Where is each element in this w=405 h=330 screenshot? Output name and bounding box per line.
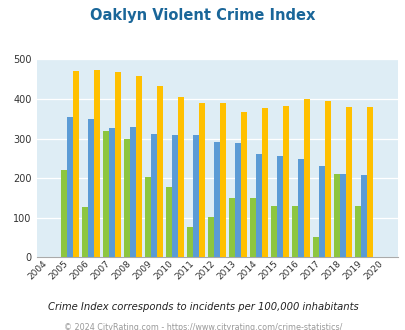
Bar xyxy=(277,156,282,257)
Bar xyxy=(198,103,205,257)
Bar xyxy=(292,206,298,257)
Bar xyxy=(256,154,262,257)
Text: Crime Index corresponds to incidents per 100,000 inhabitants: Crime Index corresponds to incidents per… xyxy=(47,302,358,312)
Bar xyxy=(172,135,178,257)
Bar xyxy=(136,77,142,257)
Bar xyxy=(61,170,67,257)
Bar xyxy=(187,226,193,257)
Bar xyxy=(250,198,256,257)
Bar xyxy=(103,131,109,257)
Bar xyxy=(109,127,115,257)
Bar xyxy=(178,97,183,257)
Bar xyxy=(220,103,226,257)
Bar xyxy=(303,99,309,257)
Bar xyxy=(334,174,339,257)
Bar xyxy=(94,70,100,257)
Bar xyxy=(234,143,241,257)
Bar xyxy=(313,237,318,257)
Bar xyxy=(262,108,267,257)
Bar xyxy=(124,139,130,257)
Bar xyxy=(229,198,234,257)
Bar xyxy=(339,174,345,257)
Bar xyxy=(88,119,94,257)
Bar xyxy=(130,127,136,257)
Bar xyxy=(324,101,330,257)
Bar xyxy=(318,166,324,257)
Bar xyxy=(354,206,360,257)
Bar xyxy=(157,86,162,257)
Text: © 2024 CityRating.com - https://www.cityrating.com/crime-statistics/: © 2024 CityRating.com - https://www.city… xyxy=(64,323,341,330)
Bar xyxy=(82,207,88,257)
Bar xyxy=(193,135,198,257)
Bar xyxy=(241,112,246,257)
Bar xyxy=(151,134,157,257)
Text: Oaklyn Violent Crime Index: Oaklyn Violent Crime Index xyxy=(90,8,315,23)
Bar xyxy=(214,142,220,257)
Bar xyxy=(345,107,351,257)
Bar xyxy=(115,72,121,257)
Bar xyxy=(271,206,277,257)
Bar xyxy=(360,175,366,257)
Bar xyxy=(366,107,372,257)
Bar xyxy=(145,178,151,257)
Bar xyxy=(166,187,172,257)
Bar xyxy=(282,106,288,257)
Bar xyxy=(298,159,303,257)
Bar xyxy=(73,71,79,257)
Bar xyxy=(208,217,214,257)
Bar xyxy=(67,117,73,257)
